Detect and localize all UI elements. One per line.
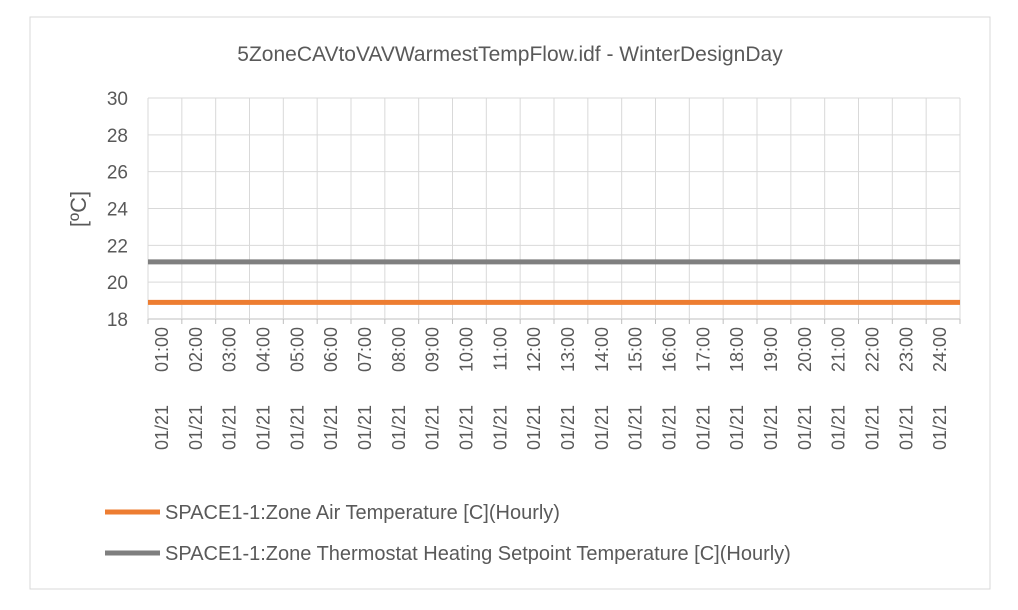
x-tick-labels: 01:0001/21 02:0001/21 03:0001/21 04:0001/21…	[152, 327, 950, 450]
x-tick-label: 02:0001/21	[186, 327, 206, 450]
chart-title: 5ZoneCAVtoVAVWarmestTempFlow.idf - Winte…	[237, 43, 783, 66]
x-tick-label: 04:0001/21	[253, 327, 273, 450]
x-tick-label: 12:0001/21	[524, 327, 544, 450]
x-tick-label: 20:0001/21	[795, 327, 815, 450]
x-tick-label: 09:0001/21	[423, 327, 443, 450]
y-tick-label: 26	[107, 163, 128, 184]
x-tick-label: 06:0001/21	[321, 327, 341, 450]
x-tick-label: 16:0001/21	[659, 327, 679, 450]
y-tick-label: 20	[107, 273, 128, 294]
x-tick-label: 08:0001/21	[389, 327, 409, 450]
y-tick-label: 18	[107, 310, 128, 331]
x-tick-label: 21:0001/21	[829, 327, 849, 450]
x-tick-label: 11:0001/21	[490, 327, 510, 450]
grid	[147, 97, 961, 324]
x-tick-label: 07:0001/21	[355, 327, 375, 450]
x-tick-label: 01:0001/21	[152, 327, 172, 450]
y-tick-label: 30	[107, 89, 128, 110]
x-tick-label: 24:0001/21	[930, 327, 950, 450]
x-tick-label: 14:0001/21	[592, 327, 612, 450]
x-tick-label: 03:0001/21	[220, 327, 240, 450]
x-tick-label: 23:0001/21	[896, 327, 916, 450]
x-tick-label: 10:0001/21	[456, 327, 476, 450]
x-tick-label: 05:0001/21	[287, 327, 307, 450]
x-tick-label: 17:0001/21	[693, 327, 713, 450]
legend-label-2: SPACE1-1:Zone Thermostat Heating Setpoin…	[165, 543, 791, 565]
legend: SPACE1-1:Zone Air Temperature [C](Hourly…	[105, 502, 791, 565]
x-tick-label: 19:0001/21	[761, 327, 781, 450]
legend-label-1: SPACE1-1:Zone Air Temperature [C](Hourly…	[165, 502, 560, 524]
series-lines	[148, 259, 960, 305]
x-tick-label: 15:0001/21	[626, 327, 646, 450]
y-tick-label: 22	[107, 236, 128, 257]
x-tick-label: 18:0001/21	[727, 327, 747, 450]
x-tick-label: 22:0001/21	[862, 327, 882, 450]
y-tick-label: 24	[107, 200, 129, 221]
y-tick-labels: 18 20 22 24 26 28 30	[107, 89, 129, 331]
y-tick-label: 28	[107, 126, 128, 147]
x-tick-label: 13:0001/21	[558, 327, 578, 450]
y-axis-label: [ºC]	[66, 191, 91, 227]
